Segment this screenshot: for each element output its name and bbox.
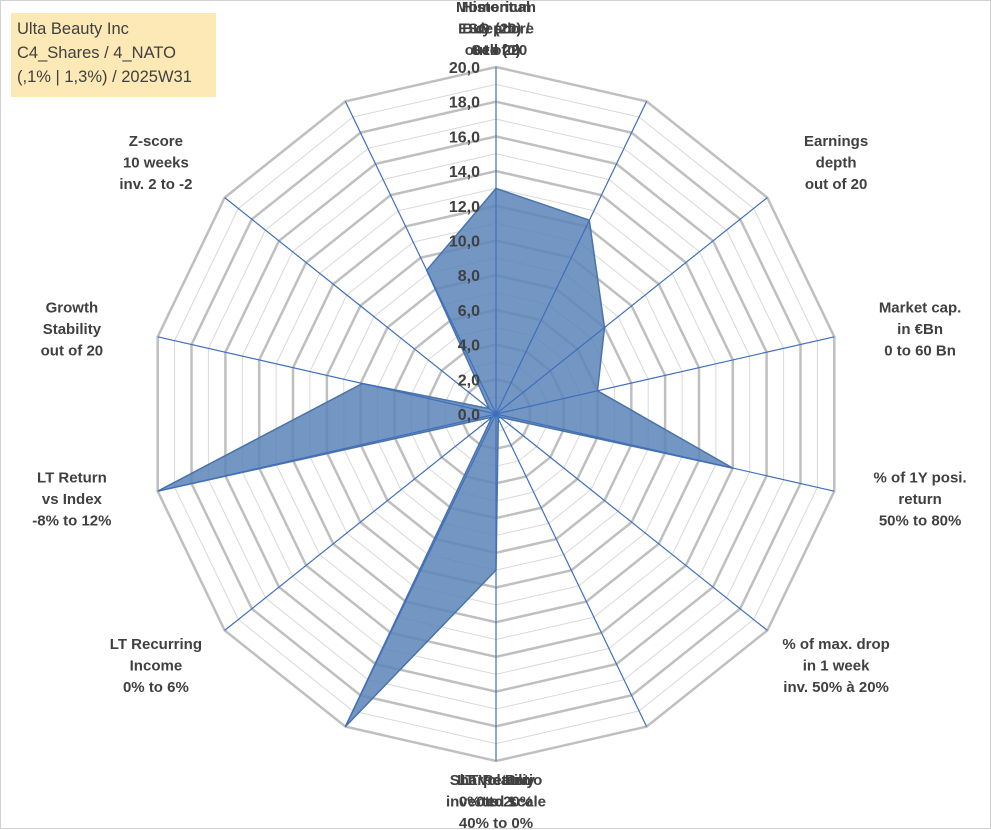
tick-label: 4,0 <box>458 338 480 355</box>
axis-label-line: Earnings <box>804 133 868 150</box>
tick-label: 18,0 <box>449 95 480 112</box>
axis-label-line: inv. 50% à 20% <box>783 679 889 696</box>
axis-label-line: 40% to 0% <box>459 815 533 830</box>
axis-label-line: Z-score <box>129 133 183 150</box>
axis-label-line: 0% to 6% <box>123 679 189 696</box>
axis-label-line: Income <box>130 658 183 675</box>
tick-label: 8,0 <box>458 268 480 285</box>
tick-label: 2,0 <box>458 372 480 389</box>
axis-label-line: return <box>898 491 941 508</box>
axis-label-line: in 1 week <box>803 658 870 675</box>
axis-label-line: Growth <box>46 300 99 317</box>
axis-label-line: % of max. drop <box>782 636 890 653</box>
axis-label: % of 1Y posi. return 50% to 80% <box>874 469 967 529</box>
axis-label-line: Momentum <box>456 1 536 16</box>
tick-label: 10,0 <box>449 234 480 251</box>
axis-label-line: 50% to 80% <box>879 512 962 529</box>
axis-label-line: LT Recurring <box>110 636 202 653</box>
axis-label-line: 0 to 60 Bn <box>884 343 956 360</box>
axis-label-line: 10 weeks <box>123 155 189 172</box>
axis-label-line: out of 20 <box>805 176 868 193</box>
axis-label-line: Market cap. <box>879 300 962 317</box>
axis-label-line: vs Index <box>42 491 103 508</box>
axis-label: Market cap. in €Bn 0 to 60 Bn <box>879 300 962 360</box>
axis-label-line: -8% to 12% <box>32 512 111 529</box>
axis-label-line: LT Return <box>461 772 531 789</box>
tick-label: 6,0 <box>458 303 480 320</box>
axis-label: LT Recurring Income 0% to 6% <box>110 636 202 696</box>
tick-label: 20,0 <box>449 60 480 77</box>
axis-label-line: in €Bn <box>897 321 943 338</box>
tick-label: 12,0 <box>449 199 480 216</box>
axis-label-line: Stability <box>43 321 102 338</box>
axis-label: % of max. drop in 1 week inv. 50% à 20% <box>782 636 890 696</box>
axis-label-line: out of 20 <box>41 343 104 360</box>
axis-label-line: Sell (0) <box>471 42 520 59</box>
axis-label: LT Return vs Index -8% to 12% <box>32 469 111 529</box>
axis-label-line: % of 1Y posi. <box>874 469 967 486</box>
axis-label: Z-score 10 weeks inv. 2 to -2 <box>119 133 192 193</box>
axis-label-line: Buy (20) / <box>462 21 530 38</box>
axis-label: Earnings depth out of 20 <box>804 133 868 193</box>
axis-label-line: depth <box>816 155 857 172</box>
tick-label: 0,0 <box>458 407 480 424</box>
axis-label: LT Return 0% to 20% <box>459 772 533 811</box>
tick-label: 14,0 <box>449 164 480 181</box>
tick-label: 16,0 <box>449 129 480 146</box>
axis-label-line: 0% to 20% <box>459 794 533 811</box>
axis-label: Growth Stability out of 20 <box>41 300 104 360</box>
axis-label-line: LT Return <box>37 469 107 486</box>
axis-label-line: inv. 2 to -2 <box>119 176 192 193</box>
